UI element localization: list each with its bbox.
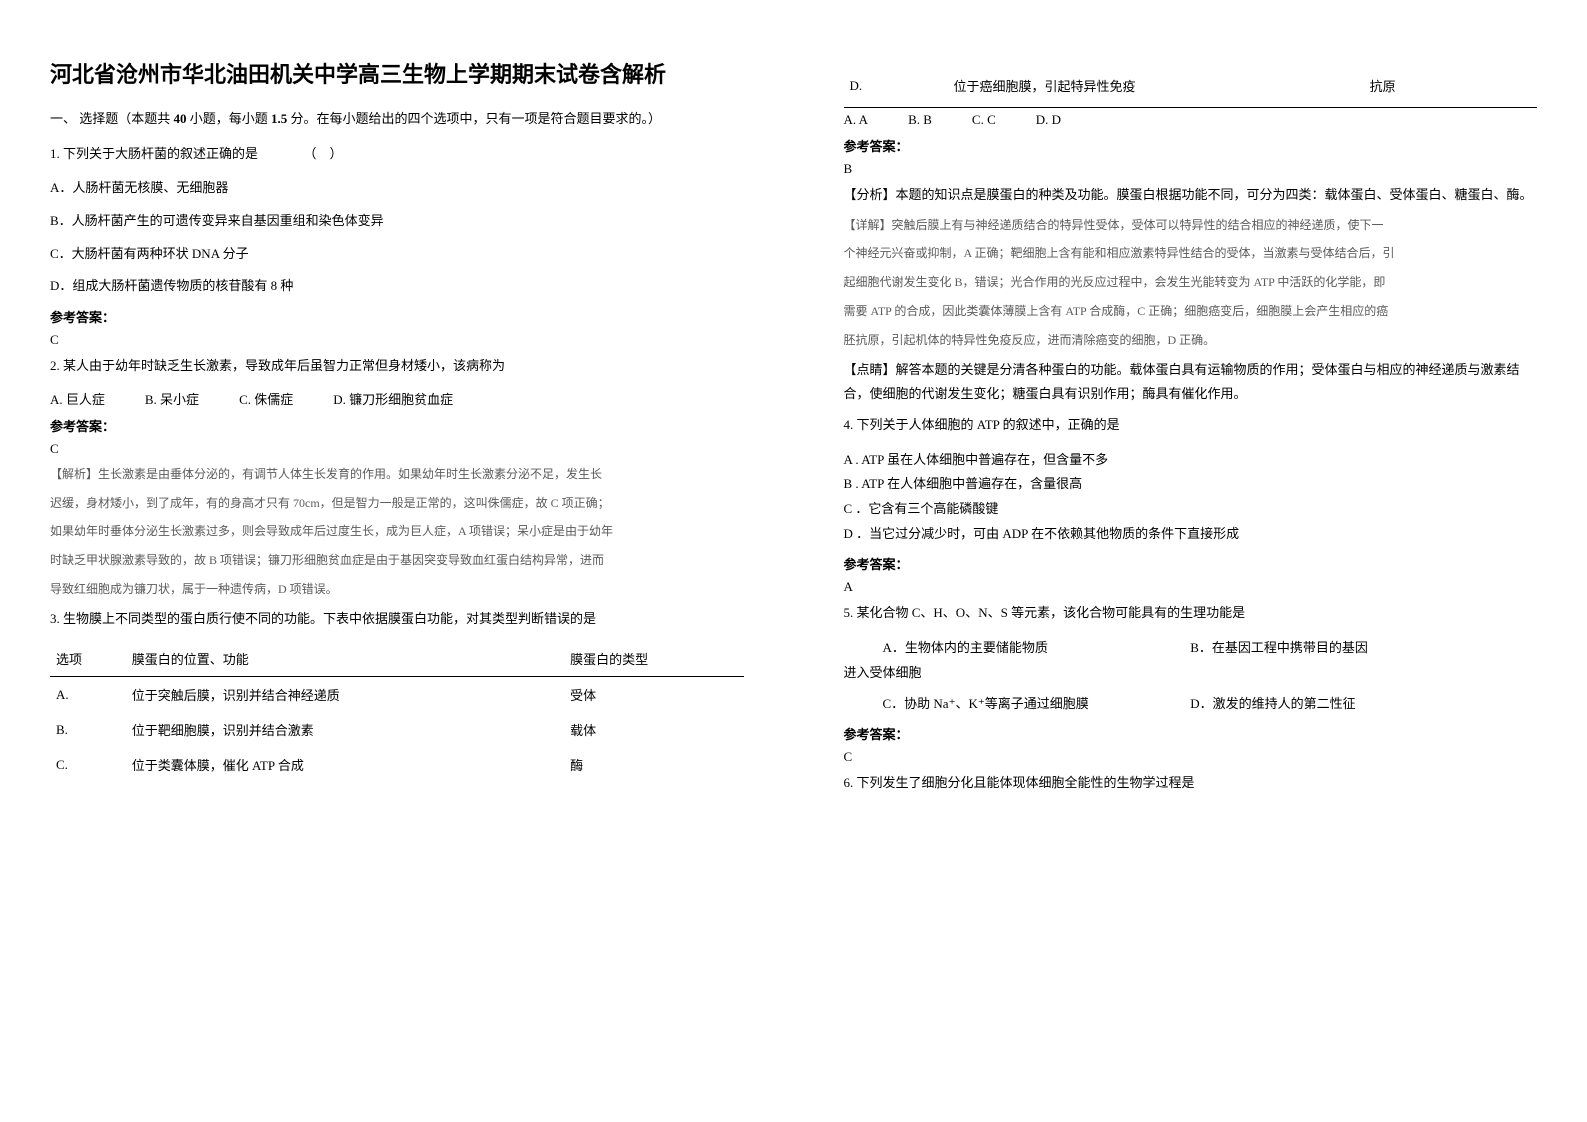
cell: 位于突触后膜，识别并结合神经递质: [126, 677, 564, 713]
q2-exp-4: 时缺乏甲状腺激素导致的，故 B 项错误；镰刀形细胞贫血症是由于基因突变导致血红蛋…: [50, 549, 744, 572]
cell: A.: [50, 677, 126, 713]
q3-choice-b: B. B: [908, 112, 932, 128]
q3-exp-2: 个神经元兴奋或抑制，A 正确；靶细胞上含有能和相应激素特异性结合的受体，当激素与…: [844, 242, 1538, 265]
q3-exp-1: 【详解】突触后膜上有与神经递质结合的特异性受体，受体可以特异性的结合相应的神经递…: [844, 214, 1538, 237]
table-row: D. 位于癌细胞膜，引起特异性免疫 抗原: [844, 68, 1538, 103]
q2-option-a: A. 巨人症: [50, 389, 105, 408]
q5-ref-label: 参考答案：: [844, 724, 1538, 743]
q2-option-b: B. 呆小症: [145, 389, 199, 408]
q3-exp-4: 需要 ATP 的合成，因此类囊体薄膜上含有 ATP 合成酶，C 正确；细胞癌变后…: [844, 300, 1538, 323]
q3-answer-choices: A. A B. B C. C D. D: [844, 112, 1538, 128]
q5-option-row1: A．生物体内的主要储能物质 B．在基因工程中携带目的基因: [844, 636, 1538, 661]
q3-point: 【点睛】解答本题的关键是分清各种蛋白的功能。载体蛋白具有运输物质的作用；受体蛋白…: [844, 358, 1538, 407]
q2-option-d: D. 镰刀形细胞贫血症: [333, 389, 453, 408]
q2-answer: C: [50, 441, 744, 457]
q5-stem: 5. 某化合物 C、H、O、N、S 等元素，该化合物可能具有的生理功能是: [844, 601, 1538, 626]
th-position: 膜蛋白的位置、功能: [126, 641, 564, 677]
q2-exp-5: 导致红细胞成为镰刀状，属于一种遗传病，D 项错误。: [50, 578, 744, 601]
q4-answer: A: [844, 579, 1538, 595]
right-column: D. 位于癌细胞膜，引起特异性免疫 抗原 A. A B. B C. C D. D…: [794, 0, 1587, 1122]
q3-choice-c: C. C: [972, 112, 996, 128]
th-option: 选项: [50, 641, 126, 677]
q1-option-b: B．人肠杆菌产生的可遗传变异来自基因重组和染色体变异: [50, 209, 744, 234]
left-column: 河北省沧州市华北油田机关中学高三生物上学期期末试卷含解析 一、 选择题（本题共 …: [0, 0, 794, 1122]
q3-choice-a: A. A: [844, 112, 869, 128]
cell: D.: [844, 68, 948, 103]
q5-option-d: D．激发的维持人的第二性征: [1190, 692, 1537, 717]
q3-exp-5: 胚抗原，引起机体的特异性免疫反应，进而清除癌变的细胞，D 正确。: [844, 329, 1538, 352]
cell: B.: [50, 712, 126, 747]
q1-stem: 1. 下列关于大肠杆菌的叙述正确的是 （ ）: [50, 142, 744, 167]
cell: 位于靶细胞膜，识别并结合激素: [126, 712, 564, 747]
q1-option-c: C．大肠杆菌有两种环状 DNA 分子: [50, 242, 744, 267]
q2-exp-3: 如果幼年时垂体分泌生长激素过多，则会导致成年后过度生长，成为巨人症，A 项错误；…: [50, 520, 744, 543]
cell: 位于类囊体膜，催化 ATP 合成: [126, 747, 564, 782]
q2-option-c: C. 侏儒症: [239, 389, 293, 408]
q2-ref-label: 参考答案：: [50, 416, 744, 435]
q5-option-c: C．协助 Na⁺、K⁺等离子通过细胞膜: [844, 692, 1191, 717]
q5-answer: C: [844, 749, 1538, 765]
cell: C.: [50, 747, 126, 782]
q5-option-b: B．在基因工程中携带目的基因: [1190, 636, 1537, 661]
q2-stem: 2. 某人由于幼年时缺乏生长激素，导致成年后虽智力正常但身材矮小，该病称为: [50, 354, 744, 379]
q4-ref-label: 参考答案：: [844, 554, 1538, 573]
q5-mid: 进入受体细胞: [844, 661, 1538, 686]
th-type: 膜蛋白的类型: [564, 641, 743, 677]
q4-option-b: B . ATP 在人体细胞中普遍存在，含量很高: [844, 472, 1538, 497]
q3-stem: 3. 生物膜上不同类型的蛋白质行使不同的功能。下表中依据膜蛋白功能，对其类型判断…: [50, 607, 744, 632]
q6-stem: 6. 下列发生了细胞分化且能体现体细胞全能性的生物学过程是: [844, 771, 1538, 796]
q4-option-c: C ．它含有三个高能磷酸键: [844, 497, 1538, 522]
q3-analysis: 【分析】本题的知识点是膜蛋白的种类及功能。膜蛋白根据功能不同，可分为四类：载体蛋…: [844, 183, 1538, 208]
q3-ref-label: 参考答案：: [844, 136, 1538, 155]
q2-exp-1: 【解析】生长激素是由垂体分泌的，有调节人体生长发育的作用。如果幼年时生长激素分泌…: [50, 463, 744, 486]
q3-exp-3: 起细胞代谢发生变化 B，错误；光合作用的光反应过程中，会发生光能转变为 ATP …: [844, 271, 1538, 294]
q1-option-a: A．人肠杆菌无核膜、无细胞器: [50, 176, 744, 201]
q2-exp-2: 迟缓，身材矮小，到了成年，有的身高才只有 70cm，但是智力一般是正常的，这叫侏…: [50, 492, 744, 515]
table-row: B. 位于靶细胞膜，识别并结合激素 载体: [50, 712, 744, 747]
q1-option-d: D．组成大肠杆菌遗传物质的核苷酸有 8 种: [50, 274, 744, 299]
q1-ref-label: 参考答案：: [50, 307, 744, 326]
q4-option-a: A . ATP 虽在人体细胞中普遍存在，但含量不多: [844, 448, 1538, 473]
cell: 载体: [564, 712, 743, 747]
table-row: A. 位于突触后膜，识别并结合神经递质 受体: [50, 677, 744, 713]
section-header: 一、 选择题（本题共 40 小题，每小题 1.5 分。在每小题给出的四个选项中，…: [50, 109, 744, 130]
cell: 酶: [564, 747, 743, 782]
q4-option-d: D ．当它过分减少时，可由 ADP 在不依赖其他物质的条件下直接形成: [844, 522, 1538, 547]
q1-answer: C: [50, 332, 744, 348]
cell: 位于癌细胞膜，引起特异性免疫: [948, 68, 1364, 103]
divider: [844, 107, 1538, 108]
table-row: C. 位于类囊体膜，催化 ATP 合成 酶: [50, 747, 744, 782]
cell: 抗原: [1364, 68, 1537, 103]
q3-choice-d: D. D: [1036, 112, 1061, 128]
q5-option-a: A．生物体内的主要储能物质: [844, 636, 1191, 661]
q4-stem: 4. 下列关于人体细胞的 ATP 的叙述中，正确的是: [844, 413, 1538, 438]
table-header-row: 选项 膜蛋白的位置、功能 膜蛋白的类型: [50, 641, 744, 677]
q3-table: 选项 膜蛋白的位置、功能 膜蛋白的类型 A. 位于突触后膜，识别并结合神经递质 …: [50, 641, 744, 782]
q3-answer: B: [844, 161, 1538, 177]
document-title: 河北省沧州市华北油田机关中学高三生物上学期期末试卷含解析: [50, 60, 744, 91]
cell: 受体: [564, 677, 743, 713]
q3-table-continued: D. 位于癌细胞膜，引起特异性免疫 抗原: [844, 68, 1538, 103]
q5-option-row2: C．协助 Na⁺、K⁺等离子通过细胞膜 D．激发的维持人的第二性征: [844, 692, 1538, 717]
q2-options-row: A. 巨人症 B. 呆小症 C. 侏儒症 D. 镰刀形细胞贫血症: [50, 389, 744, 408]
